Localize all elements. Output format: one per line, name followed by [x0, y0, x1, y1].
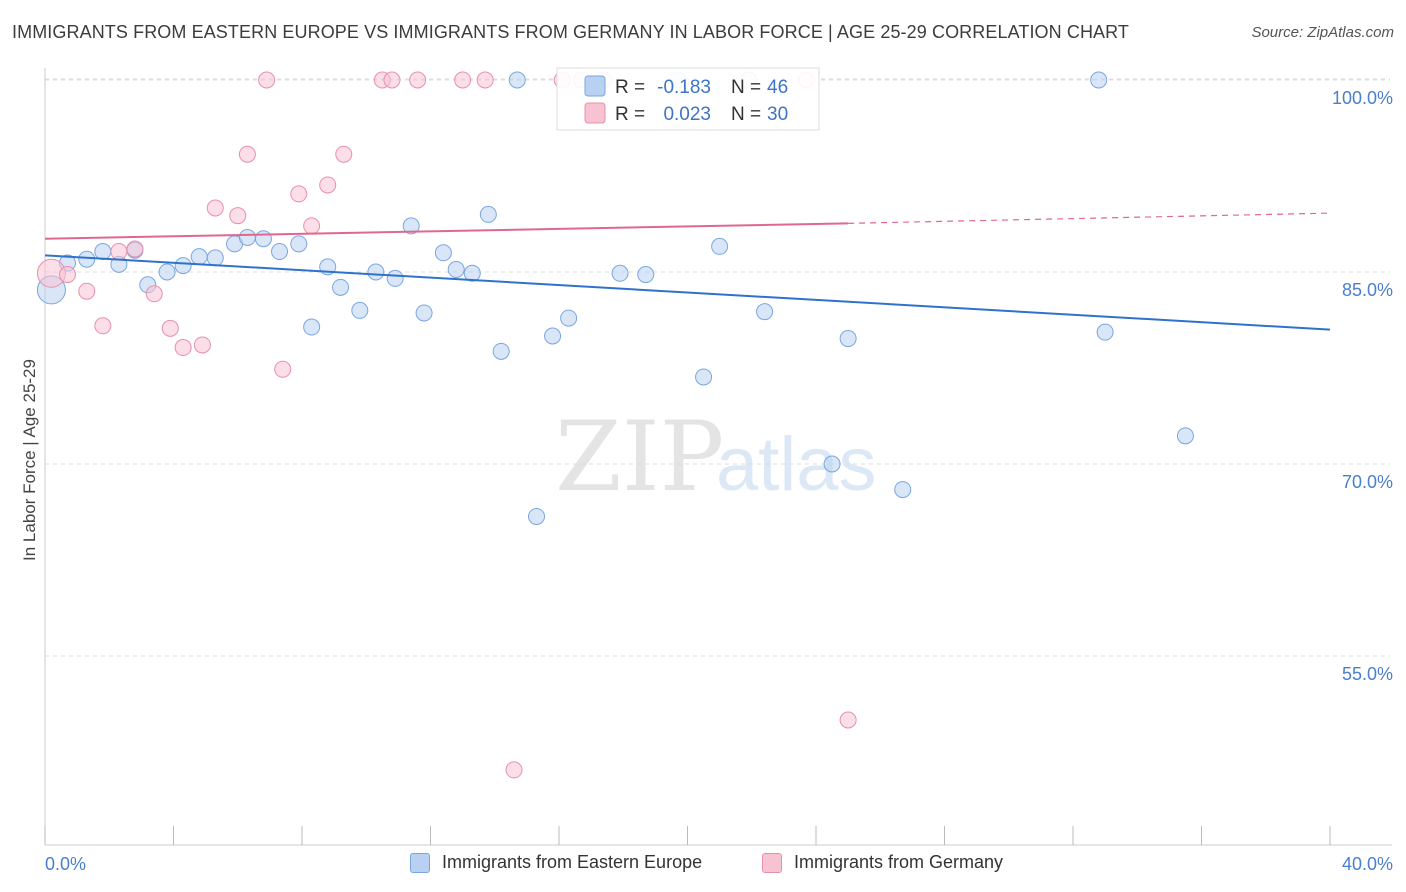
x-tick-label-start: 0.0%: [45, 854, 86, 874]
point-eastern-europe: [238, 228, 256, 246]
legend-label-germany: Immigrants from Germany: [794, 852, 1004, 872]
point-germany: [193, 336, 211, 354]
point-eastern-europe: [544, 327, 562, 345]
point-germany: [161, 319, 179, 337]
point-eastern-europe: [839, 330, 857, 348]
point-germany: [94, 317, 112, 335]
point-eastern-europe: [158, 263, 176, 281]
point-germany: [839, 711, 857, 729]
point-eastern-europe: [479, 205, 497, 223]
point-germany: [274, 360, 292, 378]
point-germany: [229, 207, 247, 225]
x-tick-label-end: 40.0%: [1342, 854, 1393, 874]
source-credit: Source: ZipAtlas.com: [1251, 24, 1394, 41]
bottom-legend: Immigrants from Eastern Europe Immigrant…: [0, 852, 1406, 880]
point-eastern-europe: [823, 455, 841, 473]
point-germany: [238, 145, 256, 163]
point-eastern-europe: [190, 248, 208, 266]
legend-swatch-blue: [410, 852, 430, 873]
point-eastern-europe: [695, 368, 713, 386]
point-eastern-europe: [637, 266, 655, 284]
point-eastern-europe: [463, 264, 481, 282]
trend-line-germany-extension: [848, 212, 1331, 224]
point-eastern-europe: [415, 304, 433, 322]
point-germany: [303, 217, 321, 235]
legend-item-germany: Immigrants from Germany: [762, 852, 1003, 873]
point-eastern-europe: [1090, 71, 1108, 89]
point-eastern-europe: [756, 303, 774, 321]
point-eastern-europe: [611, 264, 629, 282]
point-eastern-europe: [434, 244, 452, 262]
point-eastern-europe: [492, 342, 510, 360]
point-eastern-europe: [447, 260, 465, 278]
point-germany: [335, 145, 353, 163]
point-eastern-europe: [894, 481, 912, 499]
point-germany: [58, 266, 76, 284]
point-germany: [409, 71, 427, 89]
point-germany: [290, 185, 308, 203]
point-eastern-europe: [711, 237, 729, 255]
point-eastern-europe: [94, 243, 112, 261]
point-eastern-europe: [303, 318, 321, 336]
y-tick-label: 70.0%: [1342, 472, 1393, 492]
stats-n-value: 46: [767, 77, 788, 98]
point-germany: [319, 176, 337, 194]
point-germany: [78, 282, 96, 300]
point-eastern-europe: [206, 249, 224, 267]
point-eastern-europe: [528, 507, 546, 525]
stats-n-value: 30: [767, 104, 788, 125]
stats-n-label: N =: [731, 77, 761, 98]
legend-swatch-pink: [762, 852, 782, 873]
point-eastern-europe: [1176, 427, 1194, 445]
y-tick-label: 100.0%: [1332, 88, 1393, 108]
stats-legend-swatch: [584, 102, 606, 124]
point-eastern-europe: [271, 243, 289, 261]
stats-r-label: R =: [615, 77, 645, 98]
chart-title: IMMIGRANTS FROM EASTERN EUROPE VS IMMIGR…: [12, 22, 1130, 42]
point-germany: [174, 339, 192, 357]
point-germany: [454, 71, 472, 89]
point-eastern-europe: [386, 269, 404, 287]
point-eastern-europe: [367, 263, 385, 281]
trend-line-eastern-europe: [44, 254, 1331, 331]
point-germany: [206, 199, 224, 217]
point-germany: [505, 761, 523, 779]
stats-n-label: N =: [731, 104, 761, 125]
y-tick-label: 55.0%: [1342, 664, 1393, 684]
point-germany: [145, 285, 163, 303]
point-eastern-europe: [332, 278, 350, 296]
stats-r-value: 0.023: [663, 104, 711, 125]
point-germany: [258, 71, 276, 89]
point-germany: [110, 243, 128, 261]
point-eastern-europe: [78, 250, 96, 268]
point-germany: [383, 71, 401, 89]
trend-line-germany: [44, 222, 849, 240]
watermark-zip: ZIP: [555, 401, 724, 513]
point-eastern-europe: [560, 309, 578, 327]
y-tick-label: 85.0%: [1342, 280, 1393, 300]
stats-legend-swatch: [584, 75, 606, 97]
point-germany: [476, 71, 494, 89]
point-eastern-europe: [508, 71, 526, 89]
point-eastern-europe: [402, 217, 420, 235]
point-eastern-europe: [290, 235, 308, 253]
point-eastern-europe: [351, 301, 369, 319]
legend-label-eastern-europe: Immigrants from Eastern Europe: [442, 852, 703, 872]
point-eastern-europe: [174, 257, 192, 275]
point-germany: [126, 240, 144, 258]
watermark-atlas: atlas: [716, 422, 877, 507]
legend-item-eastern-europe: Immigrants from Eastern Europe: [410, 852, 702, 873]
point-eastern-europe: [254, 230, 272, 248]
stats-r-label: R =: [615, 104, 645, 125]
stats-r-value: -0.183: [657, 77, 711, 98]
point-eastern-europe: [1096, 323, 1114, 341]
